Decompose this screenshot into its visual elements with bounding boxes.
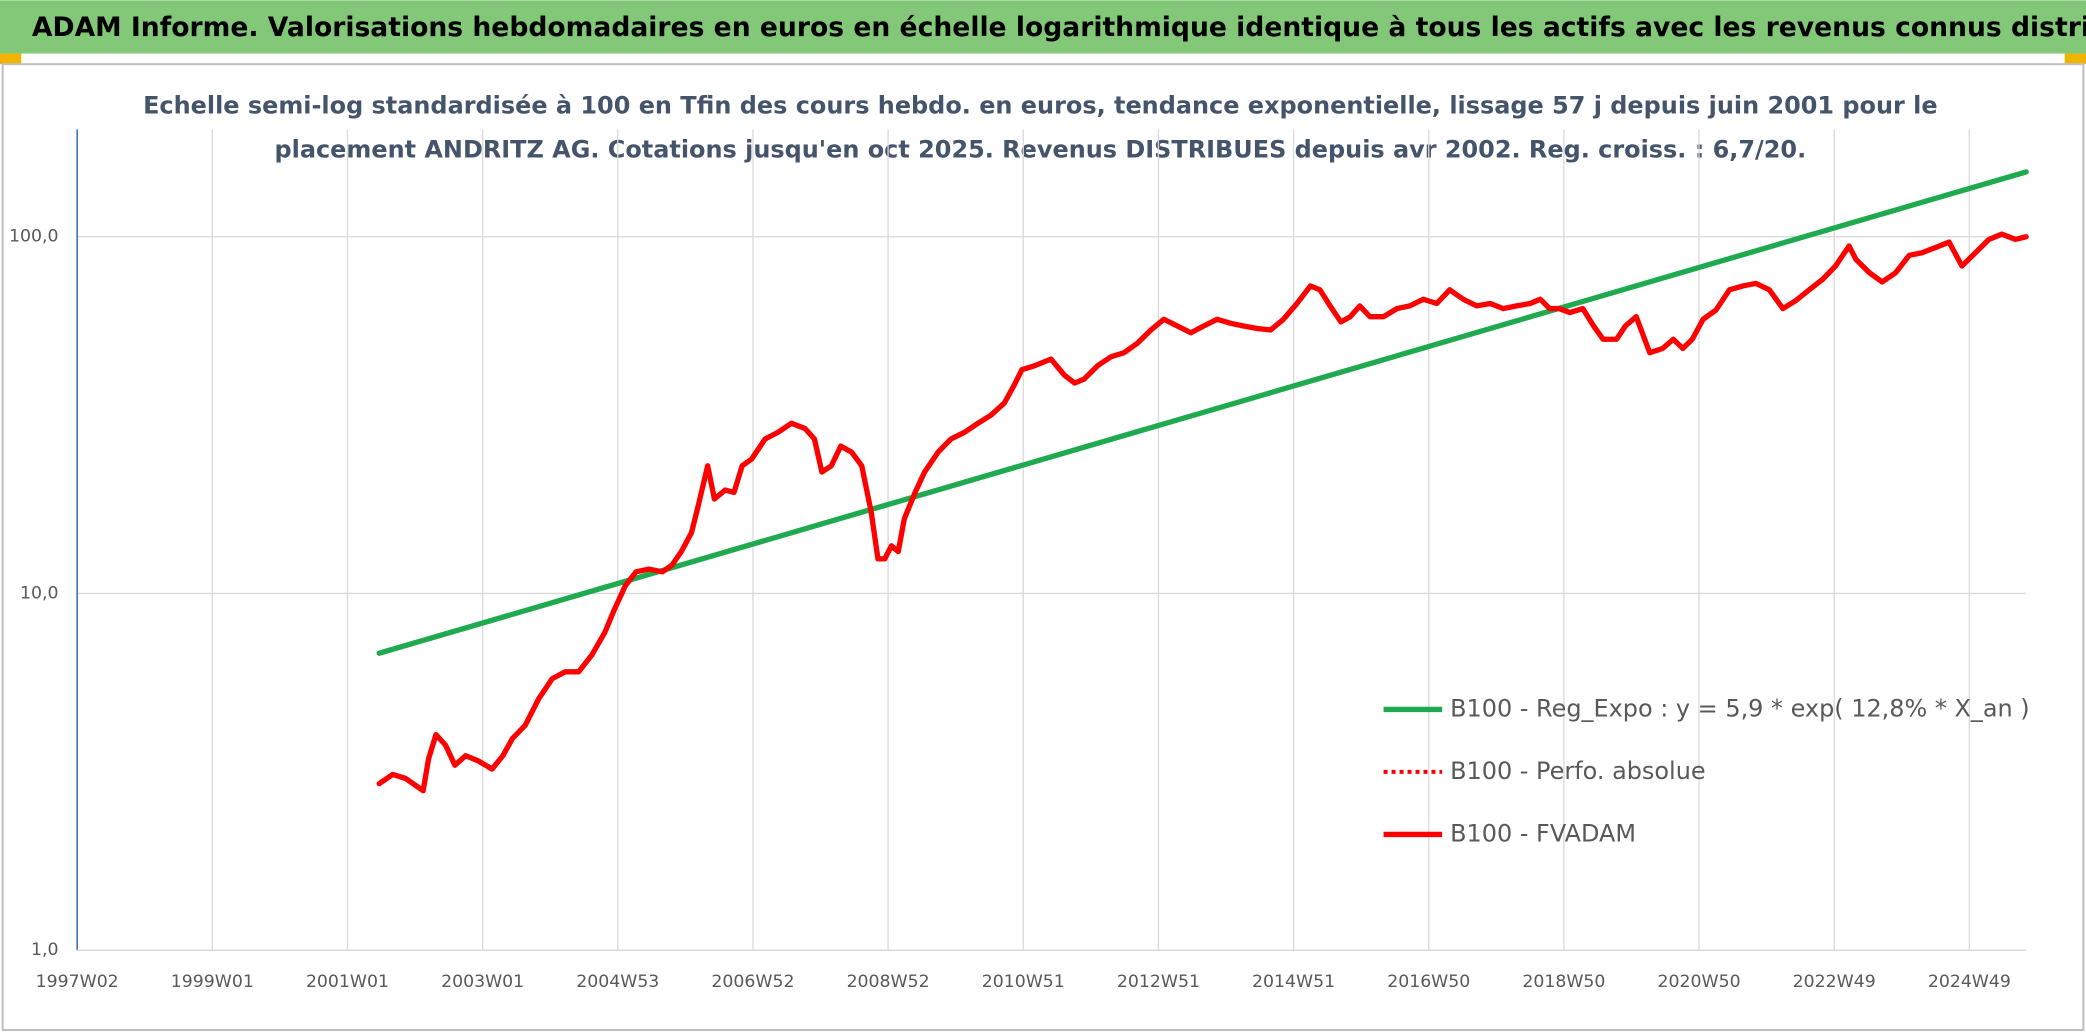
chart-subtitle: Echelle semi-log standardisée à 100 en T… (143, 92, 1938, 120)
corner-mark (2064, 53, 2086, 65)
x-tick-label: 1997W02 (36, 972, 119, 992)
x-tick-label: 2008W52 (847, 972, 930, 992)
legend: B100 - Reg_Expo : y = 5,9 * exp( 12,8% *… (1383, 694, 2030, 847)
legend-label: B100 - Reg_Expo : y = 5,9 * exp( 12,8% *… (1450, 694, 2030, 722)
x-tick-label: 1999W01 (171, 972, 254, 992)
x-tick-label: 2018W50 (1522, 972, 1605, 992)
x-tick-label: 2016W50 (1387, 972, 1470, 992)
x-tick-label: 2004W53 (576, 972, 659, 992)
x-tick-label: 2003W01 (441, 972, 524, 992)
y-tick-label: 10,0 (20, 583, 58, 603)
corner-mark (0, 53, 22, 65)
x-tick-label: 2012W51 (1117, 972, 1200, 992)
chart-frame (1, 63, 2085, 1032)
x-tick-label: 2010W51 (982, 972, 1065, 992)
chart-subtitle: placement ANDRITZ AG. Cotations jusqu'en… (274, 136, 1806, 164)
legend-label: B100 - FVADAM (1450, 819, 1636, 847)
x-tick-label: 2020W50 (1658, 972, 1741, 992)
legend-label: B100 - Perfo. absolue (1450, 757, 1706, 785)
grid: 1,0 10,0 100,0 1997W02 1999W01 2001W01 2003W01… (9, 129, 2027, 992)
y-tick-label: 1,0 (31, 940, 58, 960)
x-tick-label: 2001W01 (306, 972, 389, 992)
chart-title: ADAM Informe. Valorisations hebdomadaire… (32, 12, 2086, 43)
series-line (376, 169, 2029, 656)
x-tick-label: 2022W49 (1793, 972, 1876, 992)
series-line (376, 231, 2029, 794)
header-bar (0, 0, 2086, 54)
y-tick-label: 100,0 (9, 227, 58, 247)
x-tick-label: 2024W49 (1928, 972, 2011, 992)
x-tick-label: 2014W51 (1252, 972, 1335, 992)
plot-area (376, 169, 2029, 794)
x-tick-label: 2006W52 (711, 972, 794, 992)
